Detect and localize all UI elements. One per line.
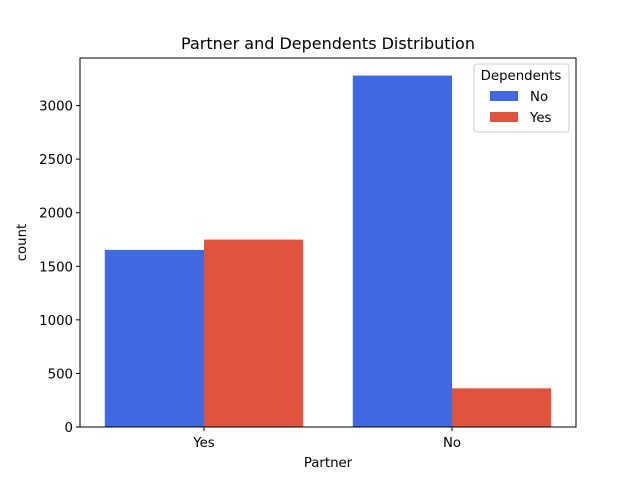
legend-title: Dependents — [481, 69, 562, 84]
y-tick-label: 2500 — [39, 153, 73, 168]
chart-title: Partner and Dependents Distribution — [181, 34, 475, 53]
x-axis-label: Partner — [304, 456, 353, 471]
y-tick-label: 1500 — [39, 260, 73, 275]
x-axis: Yes No — [192, 427, 461, 451]
y-tick-label: 2000 — [39, 207, 73, 222]
plot-frame — [79, 57, 577, 428]
legend: Dependents No Yes — [473, 63, 570, 133]
x-tick-label-no: No — [443, 436, 461, 451]
bars-group — [104, 75, 552, 428]
x-tick-label-yes: Yes — [192, 436, 215, 451]
bar-yes-no — [104, 249, 204, 427]
legend-label-no: No — [530, 90, 548, 105]
legend-swatch-yes — [490, 112, 518, 122]
legend-swatch-no — [490, 91, 518, 101]
bar-no-yes — [452, 388, 552, 427]
y-tick-label: 0 — [65, 421, 73, 436]
y-tick-label: 500 — [48, 367, 73, 382]
bar-no-no — [352, 75, 452, 428]
y-axis: 0 500 1000 1500 2000 2500 3000 — [39, 100, 80, 436]
y-tick-label: 3000 — [39, 100, 73, 115]
bar-yes-yes — [204, 239, 304, 427]
y-tick-label: 1000 — [39, 314, 73, 329]
legend-label-yes: Yes — [529, 111, 552, 126]
y-axis-label: count — [15, 224, 30, 262]
